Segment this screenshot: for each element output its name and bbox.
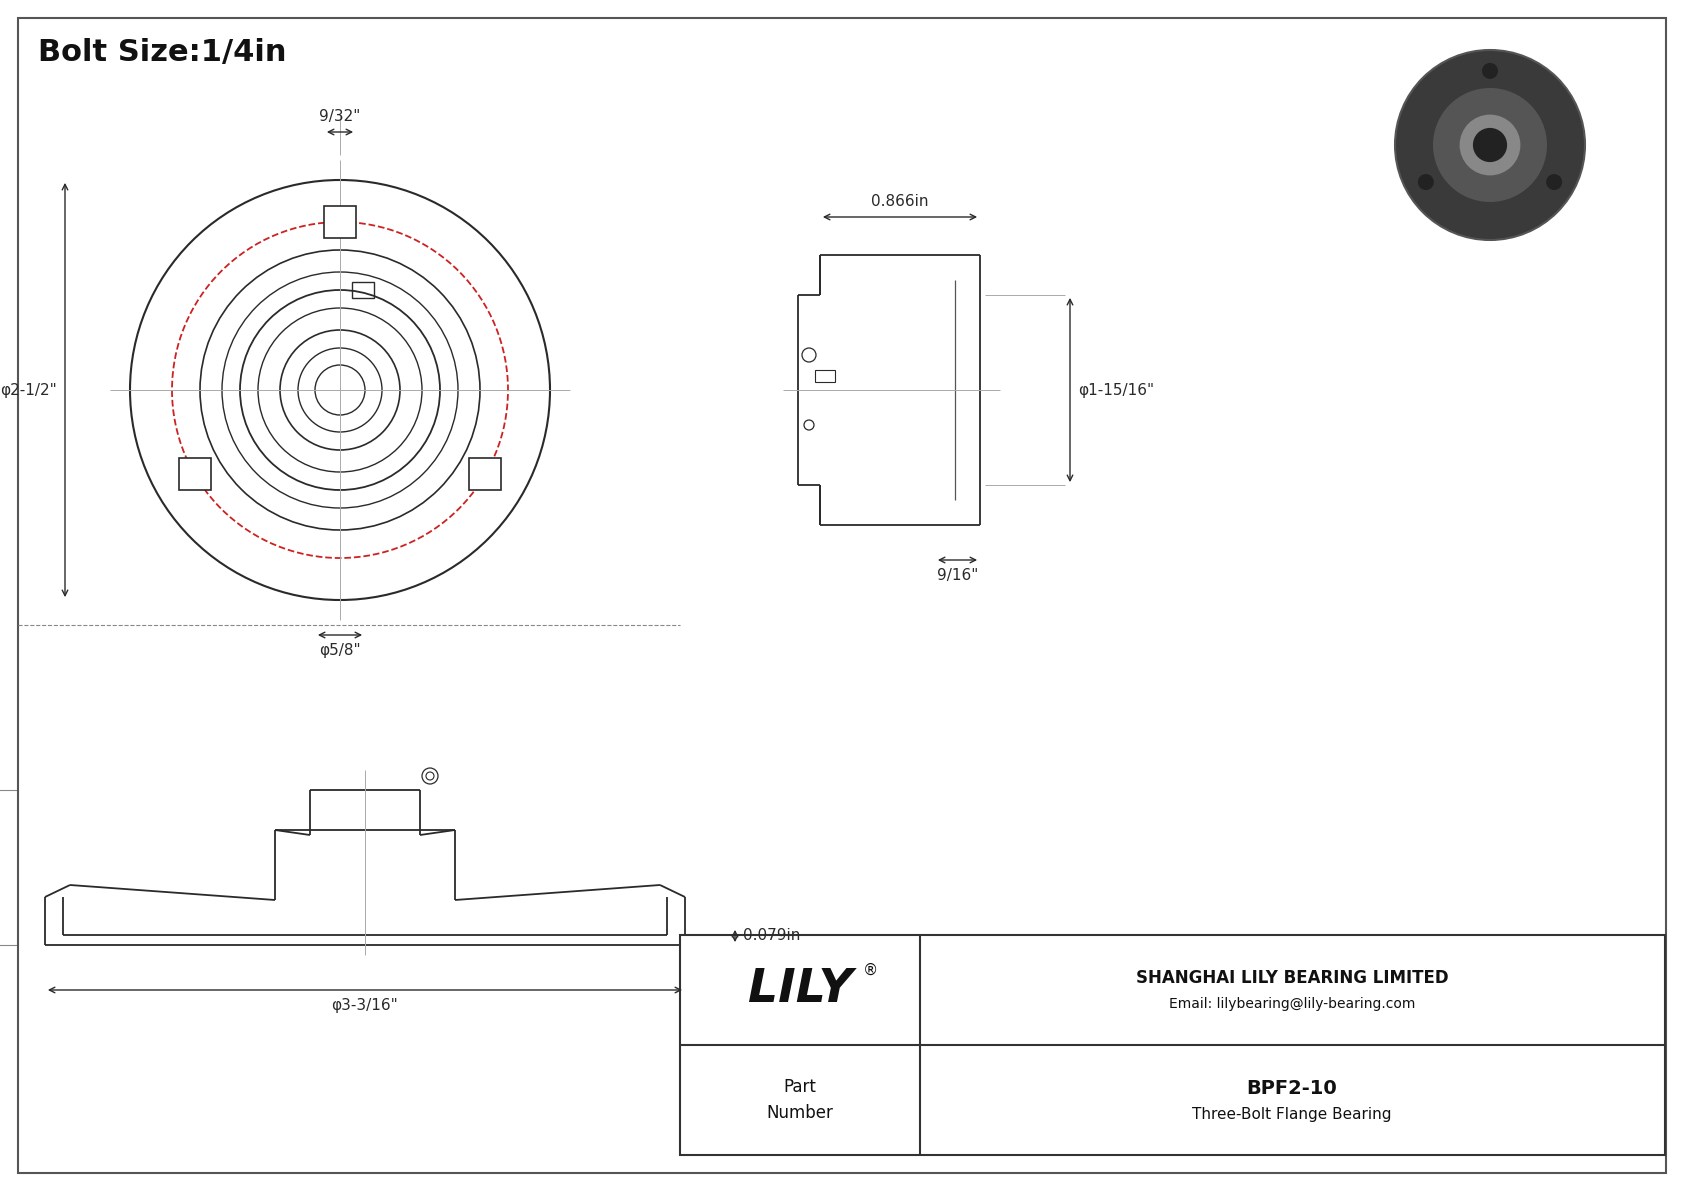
Circle shape bbox=[1546, 174, 1563, 191]
Text: Bolt Size:1/4in: Bolt Size:1/4in bbox=[39, 37, 286, 67]
Text: LILY: LILY bbox=[748, 967, 852, 1012]
Text: BPF2-10: BPF2-10 bbox=[1246, 1079, 1337, 1097]
Text: φ1-15/16": φ1-15/16" bbox=[1078, 382, 1154, 398]
Text: Part
Number: Part Number bbox=[766, 1079, 834, 1122]
Circle shape bbox=[1460, 114, 1521, 175]
Text: φ3-3/16": φ3-3/16" bbox=[332, 998, 399, 1014]
Circle shape bbox=[1418, 174, 1433, 191]
Text: Email: lilybearing@lily-bearing.com: Email: lilybearing@lily-bearing.com bbox=[1169, 997, 1415, 1011]
Text: 0.079in: 0.079in bbox=[743, 929, 800, 943]
Bar bbox=[352, 282, 374, 298]
Text: 9/16": 9/16" bbox=[936, 568, 978, 584]
Text: φ5/8": φ5/8" bbox=[320, 643, 360, 657]
Text: SHANGHAI LILY BEARING LIMITED: SHANGHAI LILY BEARING LIMITED bbox=[1135, 969, 1448, 987]
Text: ®: ® bbox=[862, 962, 879, 978]
Circle shape bbox=[1394, 50, 1585, 241]
Bar bbox=[323, 206, 355, 238]
Bar bbox=[470, 459, 502, 490]
Text: φ2-1/2": φ2-1/2" bbox=[0, 382, 57, 398]
Bar bbox=[179, 459, 210, 490]
Circle shape bbox=[1474, 127, 1507, 162]
Text: Three-Bolt Flange Bearing: Three-Bolt Flange Bearing bbox=[1192, 1106, 1391, 1122]
Text: 9/32": 9/32" bbox=[320, 110, 360, 124]
Bar bbox=[680, 935, 1665, 1155]
Text: 0.866in: 0.866in bbox=[871, 194, 930, 208]
Circle shape bbox=[1482, 63, 1499, 79]
Circle shape bbox=[1433, 88, 1548, 202]
Bar bbox=[815, 370, 835, 382]
